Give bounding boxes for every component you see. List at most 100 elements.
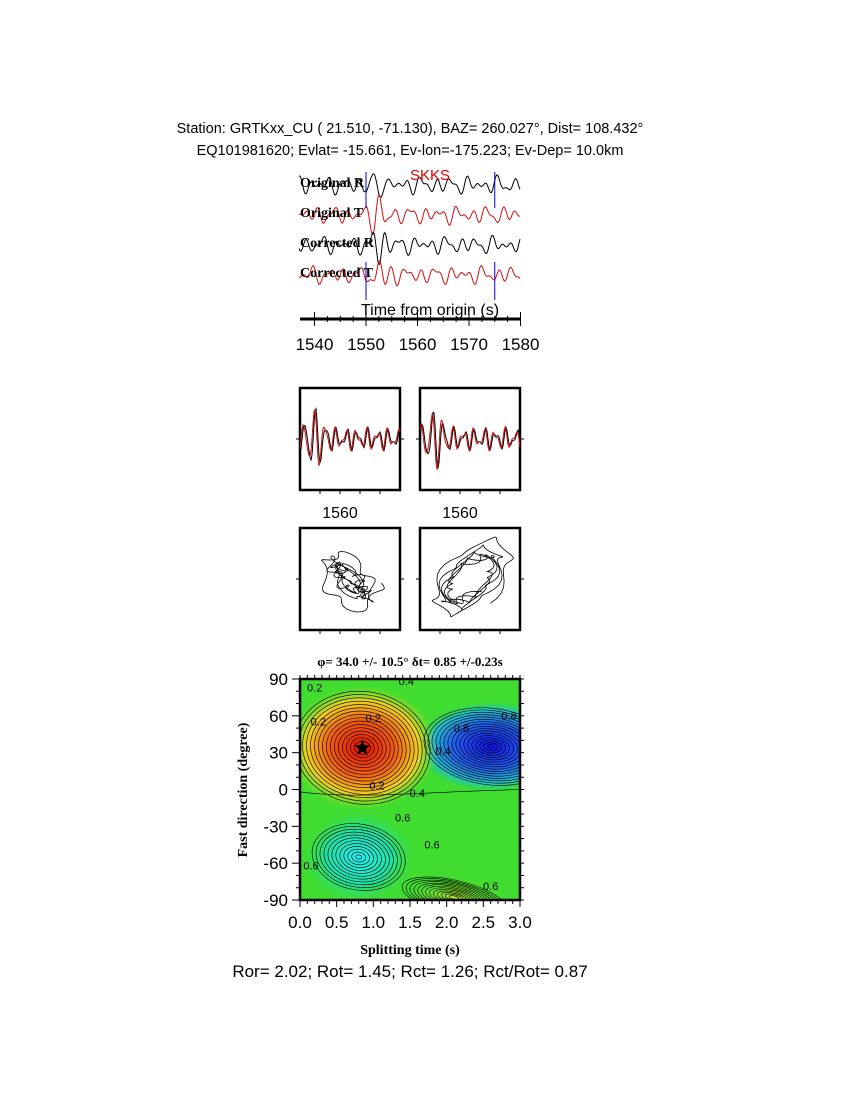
y-axis-label: Fast direction (degree) — [236, 722, 251, 857]
contour-label: 0.6 — [424, 839, 439, 851]
contour-label: 0.6 — [303, 860, 318, 872]
x-tick-label: 0.0 — [288, 913, 312, 932]
contour-line — [343, 846, 374, 869]
contour-line — [479, 739, 502, 754]
time-tick-label: 1550 — [347, 335, 385, 354]
time-axis-label: Time from origin (s) — [361, 302, 499, 319]
contour-label: 0.8 — [454, 723, 469, 735]
trace-label-corrected-r: Corrected R — [300, 236, 375, 251]
event-info: EQ101981620; Evlat= -15.661, Ev-lon=-175… — [196, 143, 624, 159]
contour-line — [405, 878, 503, 900]
contour-label: 0.4 — [410, 788, 425, 800]
contour-line — [440, 892, 468, 900]
x-tick-label: 1.5 — [398, 913, 422, 932]
contour-line — [354, 740, 371, 755]
time-tick-label: 1580 — [502, 335, 540, 354]
contour-line — [431, 711, 520, 782]
waveform-corrected-t — [299, 260, 521, 287]
contour-label: 0.6 — [483, 881, 498, 893]
contour-line — [413, 881, 495, 900]
contour-line — [347, 848, 370, 866]
trace-label-corrected-t: Corrected T — [300, 266, 374, 281]
contour-line — [358, 744, 367, 752]
waveform-corrected-r — [298, 231, 521, 265]
contour-line — [435, 714, 520, 779]
contour-line — [459, 728, 520, 765]
contour-line — [437, 890, 471, 900]
contour-label: 0.2 — [369, 781, 384, 793]
contour-line — [314, 707, 411, 789]
contour-line — [355, 854, 362, 860]
time-tick-label: 1570 — [450, 335, 488, 354]
time-axis: 1540 1550 1560 1570 1580 — [296, 312, 540, 354]
contour-line — [417, 882, 491, 900]
contour-line — [310, 704, 415, 792]
y-tick-label: 90 — [269, 670, 288, 689]
contour-line — [423, 707, 520, 786]
contour-line — [300, 789, 520, 796]
particle-motion-box — [418, 526, 522, 632]
contour-label: 0.2 — [307, 682, 322, 694]
contour-line — [439, 716, 520, 777]
contour-line — [467, 732, 514, 761]
trace-label-original-r: Original R — [300, 176, 365, 191]
x-tick-label: 2.0 — [435, 913, 459, 932]
contour-label: 0.4 — [435, 746, 450, 758]
contour-label: 0.6 — [395, 812, 410, 824]
contour-line — [335, 840, 382, 874]
y-tick-label: 60 — [269, 707, 288, 726]
contour-line — [315, 826, 402, 888]
y-tick-label: 0 — [279, 781, 288, 800]
waveform-original-t — [299, 194, 520, 236]
contour-line — [322, 714, 403, 782]
time-tick-label: 1540 — [296, 335, 334, 354]
particle-motion-path — [321, 551, 385, 613]
waveform-panel — [298, 172, 521, 300]
window-tick-label: 1560 — [322, 505, 358, 522]
contour-line — [330, 720, 395, 775]
contour-line — [338, 727, 387, 769]
contour-label: 0.4 — [399, 676, 414, 688]
contour-line — [323, 831, 394, 883]
particle-motion-box — [298, 526, 402, 632]
energy-map: 0.40.20.20.20.40.60.80.80.20.40.60.60.6★… — [263, 670, 531, 932]
contour-line — [455, 725, 520, 768]
contour-line — [326, 717, 399, 779]
contour-line — [483, 742, 498, 751]
contour-line — [339, 843, 378, 871]
contour-line — [447, 721, 520, 772]
waveform-original-r — [299, 173, 521, 198]
window-waveform — [419, 411, 521, 469]
contour-line — [300, 694, 427, 802]
contour-line — [471, 735, 510, 758]
contour-line — [334, 724, 391, 772]
particle-motion-path — [431, 536, 514, 618]
map-fill: 0.40.20.20.20.40.60.80.80.20.40.60.60.6 — [300, 676, 520, 900]
time-tick-label: 1560 — [399, 335, 437, 354]
y-tick-label: -30 — [263, 817, 288, 836]
contour-line — [409, 879, 499, 900]
contour-line — [475, 737, 506, 756]
contour-line — [331, 837, 386, 877]
trace-label-original-t: Original T — [300, 206, 364, 221]
contour-line — [433, 889, 475, 900]
contour-line — [302, 697, 423, 798]
contour-line — [327, 834, 390, 880]
station-info: Station: GRTKxx_CU ( 21.510, -71.130), B… — [176, 121, 644, 137]
contour-line — [306, 700, 419, 795]
contour-line — [350, 737, 375, 759]
result-title: φ= 34.0 +/- 10.5° δt= 0.85 +/-0.23s — [317, 654, 502, 669]
contour-line — [443, 718, 520, 775]
contour-label: 0.2 — [366, 713, 381, 725]
contour-line — [463, 730, 518, 763]
contour-line — [351, 851, 366, 863]
x-tick-label: 0.5 — [325, 913, 349, 932]
contour-line — [401, 876, 507, 900]
contour-label: 0.2 — [311, 717, 326, 729]
x-tick-label: 2.5 — [472, 913, 496, 932]
y-tick-label: -90 — [263, 891, 288, 910]
ratio-summary: Ror= 2.02; Rot= 1.45; Rct= 1.26; Rct/Rot… — [232, 962, 588, 981]
contour-line — [429, 887, 479, 900]
